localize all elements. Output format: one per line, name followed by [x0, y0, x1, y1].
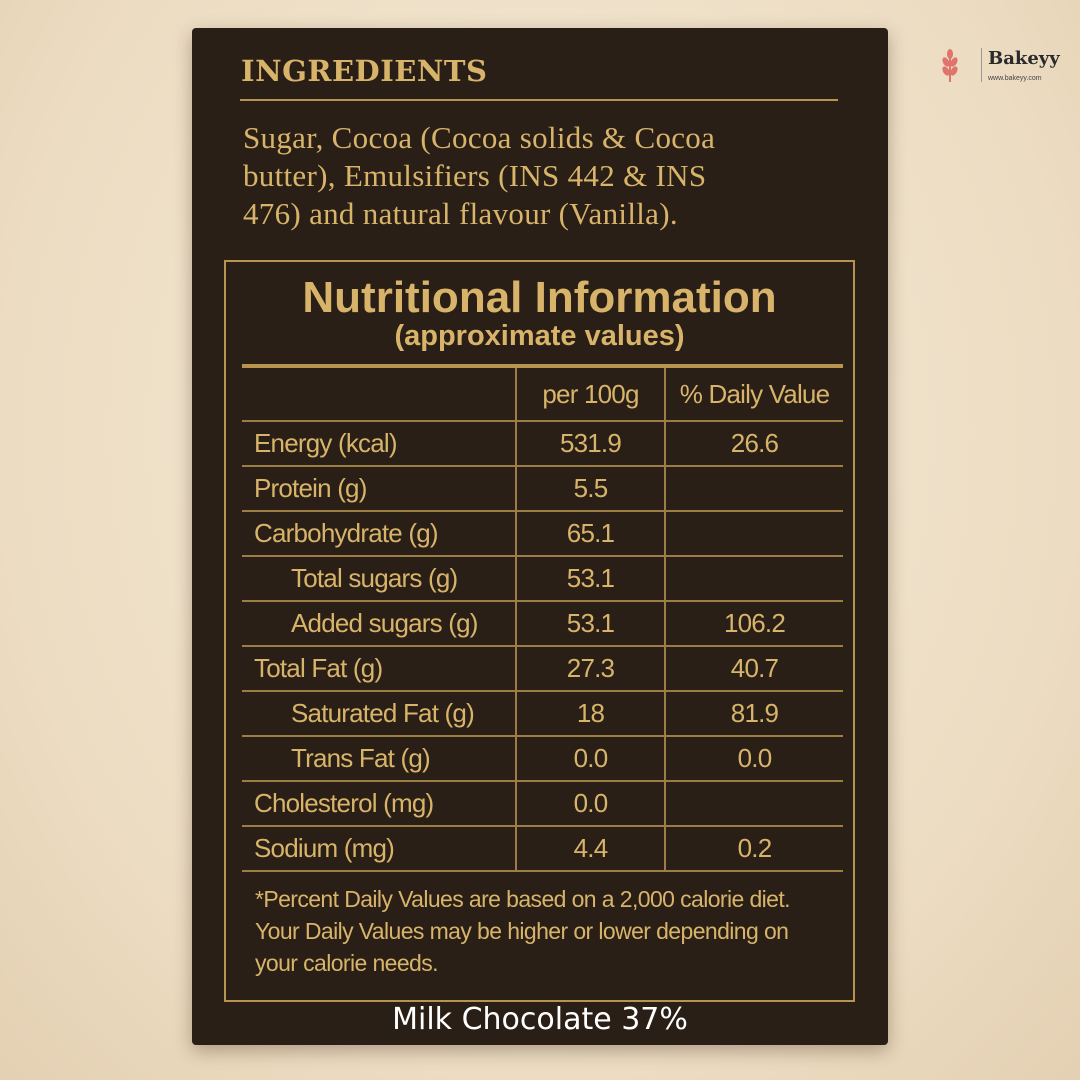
nutrient-name: Protein (g)	[242, 465, 517, 512]
nutrient-value: 0.2	[664, 825, 843, 872]
nutrient-row: Sodium (mg) 4.4 0.2	[242, 825, 843, 872]
nutrient-name: Sodium (mg)	[242, 825, 517, 872]
footnote-line: *Percent Daily Values are based on a 2,0…	[255, 886, 791, 912]
nutrient-row: Trans Fat (g) 0.0 0.0	[242, 735, 843, 782]
nutrient-name: Total Fat (g)	[242, 645, 517, 692]
nutrient-name: Carbohydrate (g)	[242, 510, 517, 557]
logo-icon	[942, 48, 982, 82]
nutrient-name: Added sugars (g)	[242, 600, 517, 647]
nutrient-value: 53.1	[515, 555, 666, 602]
divider	[240, 99, 838, 101]
nutrient-value	[664, 510, 843, 557]
nutrient-row: Cholesterol (mg) 0.0	[242, 780, 843, 827]
ingredients-line: 476) and natural flavour (Vanilla).	[243, 196, 678, 231]
nutrient-value: 27.3	[515, 645, 666, 692]
nutrient-value: 26.6	[664, 420, 843, 467]
header-cell: % Daily Value	[664, 368, 843, 422]
nutrition-box	[224, 260, 855, 1002]
nutrient-value: 18	[515, 690, 666, 737]
nutrient-name: Trans Fat (g)	[242, 735, 517, 782]
nutrient-value: 65.1	[515, 510, 666, 557]
nutrient-value: 0.0	[664, 735, 843, 782]
nutrient-row: Added sugars (g) 53.1 106.2	[242, 600, 843, 647]
brand-url: www.bakeyy.com	[988, 75, 1042, 82]
nutrient-value: 531.9	[515, 420, 666, 467]
ingredients-title: INGREDIENTS	[241, 54, 488, 88]
nutrient-value: 0.0	[515, 735, 666, 782]
header-cell: per 100g	[515, 368, 666, 422]
nutrient-value	[664, 465, 843, 512]
nutrient-value: 40.7	[664, 645, 843, 692]
nutrient-row: Carbohydrate (g) 65.1	[242, 510, 843, 557]
nutrient-name: Saturated Fat (g)	[242, 690, 517, 737]
nutrient-value: 81.9	[664, 690, 843, 737]
nutrient-value: 106.2	[664, 600, 843, 647]
footnote-line: your calorie needs.	[255, 950, 439, 976]
nutrient-name: Energy (kcal)	[242, 420, 517, 467]
nutrient-value	[664, 555, 843, 602]
nutrient-value: 0.0	[515, 780, 666, 827]
nutrition-title: Nutritional Information	[302, 273, 777, 322]
nutrient-value: 53.1	[515, 600, 666, 647]
header-row: per 100g % Daily Value	[242, 368, 843, 422]
nutrient-row: Saturated Fat (g) 18 81.9	[242, 690, 843, 737]
ingredients-line: butter), Emulsifiers (INS 442 & INS	[243, 158, 707, 193]
brand-name: Bakeyy	[988, 48, 1060, 69]
footnote-line: Your Daily Values may be higher or lower…	[255, 918, 789, 944]
nutrition-subtitle: (approximate values)	[394, 320, 685, 352]
nutrient-value: 4.4	[515, 825, 666, 872]
header-cell	[242, 368, 517, 422]
nutrient-row: Protein (g) 5.5	[242, 465, 843, 512]
divider	[242, 364, 843, 368]
nutrition-table: per 100g % Daily Value Energy (kcal) 531.…	[242, 368, 843, 872]
nutrient-row: Total Fat (g) 27.3 40.7	[242, 645, 843, 692]
nutrient-value: 5.5	[515, 465, 666, 512]
nutrient-row: Total sugars (g) 53.1	[242, 555, 843, 602]
nutrient-name: Total sugars (g)	[242, 555, 517, 602]
nutrient-row: Energy (kcal) 531.9 26.6	[242, 420, 843, 467]
caption: Milk Chocolate 37%	[392, 1002, 688, 1037]
nutrient-name: Cholesterol (mg)	[242, 780, 517, 827]
ingredients-line: Sugar, Cocoa (Cocoa solids & Cocoa	[243, 120, 716, 155]
nutrient-value	[664, 780, 843, 827]
